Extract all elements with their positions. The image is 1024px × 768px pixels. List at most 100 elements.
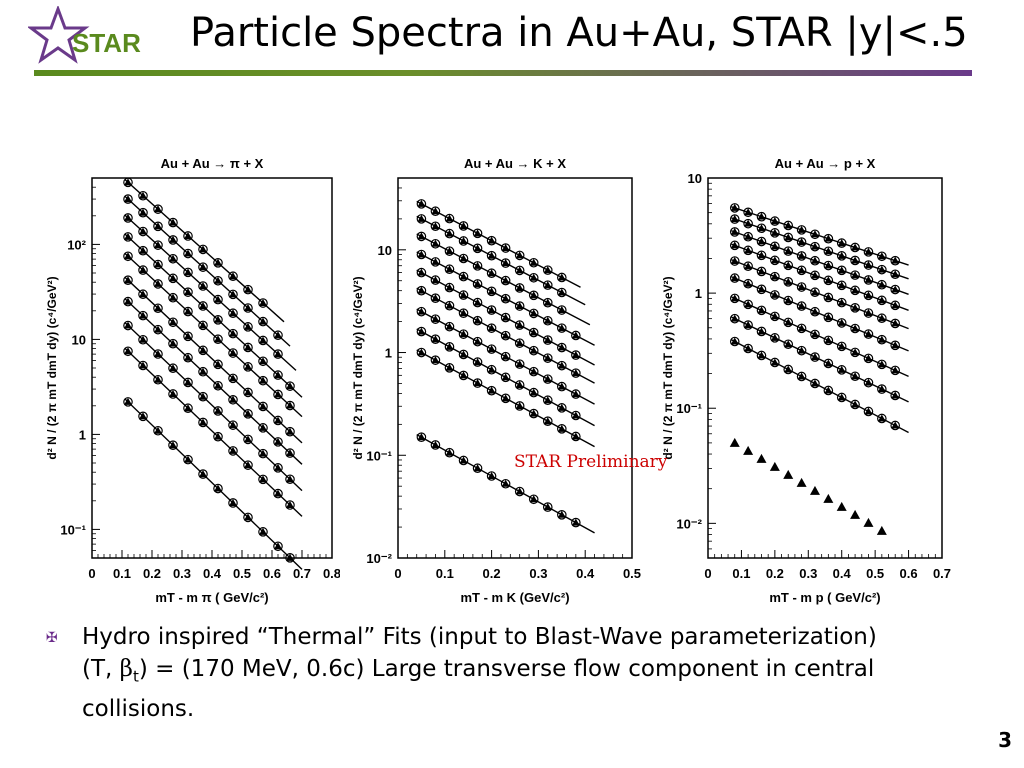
data-point-circle [243, 362, 253, 372]
x-tick-label: 0.2 [143, 566, 161, 581]
data-point-circle [472, 261, 483, 271]
data-point-triangle [837, 266, 846, 274]
data-point-circle [863, 406, 874, 417]
data-point-triangle [557, 403, 566, 411]
data-point-circle [810, 378, 820, 389]
data-point-circle [138, 265, 148, 275]
data-point-circle [258, 335, 268, 346]
data-point-circle [729, 256, 740, 266]
data-point-circle [796, 282, 807, 292]
data-point-triangle [501, 394, 510, 402]
data-point-triangle [244, 388, 252, 396]
data-point-triangle [487, 306, 496, 314]
data-point-triangle [229, 498, 237, 506]
data-point-triangle [169, 318, 177, 326]
data-point-circle [183, 306, 193, 317]
data-point-triangle [515, 302, 524, 310]
data-point-circle [783, 220, 794, 231]
data-point-circle [416, 231, 427, 242]
data-point-circle [542, 280, 553, 290]
data-point-circle [138, 334, 148, 345]
data-point-triangle [729, 437, 740, 447]
data-point-circle [430, 257, 441, 267]
data-point-circle [138, 226, 148, 237]
data-point-circle [444, 300, 455, 311]
data-point-triangle [864, 354, 873, 362]
data-point-triangle [757, 251, 766, 259]
data-point-circle [542, 297, 553, 308]
data-point-triangle [139, 361, 147, 369]
data-point-triangle [154, 349, 162, 357]
data-point-circle [756, 350, 767, 361]
data-point-circle [198, 469, 208, 479]
data-point-circle [416, 199, 427, 209]
data-point-triangle [244, 322, 252, 330]
data-point-circle [836, 297, 847, 308]
data-point-circle [557, 403, 567, 413]
data-point-circle [213, 483, 223, 494]
data-point-circle [153, 204, 163, 214]
data-point-triangle [877, 385, 886, 393]
data-point-circle [273, 389, 283, 400]
data-point-triangle [473, 261, 482, 269]
data-point-triangle [214, 276, 222, 284]
data-point-circle [836, 265, 847, 276]
data-point-triangle [459, 236, 468, 244]
data-point-circle [783, 295, 794, 306]
data-point-circle [228, 308, 238, 319]
data-point-triangle [154, 241, 162, 249]
data-point-circle [729, 227, 740, 237]
data-point-triangle [864, 378, 873, 386]
data-point-triangle [184, 307, 192, 315]
data-point-triangle [770, 217, 779, 225]
data-point-triangle [529, 291, 538, 299]
data-point-circle [796, 225, 807, 235]
data-point-triangle [501, 294, 510, 302]
data-point-triangle [501, 331, 510, 339]
data-point-triangle [851, 286, 860, 294]
data-point-triangle [529, 388, 538, 396]
y-tick-label: 1 [385, 346, 392, 361]
data-point-triangle [824, 313, 833, 321]
data-point-triangle [543, 396, 552, 404]
data-point-triangle [473, 244, 482, 252]
data-point-circle [823, 275, 834, 286]
data-point-triangle [770, 272, 779, 280]
data-point-circle [823, 292, 834, 303]
data-point-triangle [169, 218, 177, 226]
data-point-circle [500, 478, 511, 489]
data-point-triangle [744, 300, 753, 308]
beta-symbol: β [119, 656, 133, 682]
x-tick-label: 0.6 [263, 566, 281, 581]
data-point-triangle [199, 321, 207, 329]
data-point-circle [243, 303, 253, 313]
data-point-circle [743, 245, 753, 256]
data-point-triangle [124, 195, 132, 203]
data-point-circle [213, 334, 223, 344]
data-point-triangle [473, 337, 482, 345]
data-point-circle [890, 390, 900, 401]
data-point-triangle [864, 247, 873, 255]
data-point-circle [796, 237, 807, 247]
data-point-triangle [876, 525, 887, 535]
data-point-triangle [184, 231, 192, 239]
data-point-circle [458, 329, 469, 339]
x-tick-label: 0 [704, 566, 711, 581]
data-point-circle [542, 395, 553, 406]
data-point-circle [743, 299, 753, 310]
data-point-circle [168, 292, 178, 303]
data-point-triangle [744, 344, 753, 352]
data-point-circle [243, 387, 253, 398]
data-point-triangle [770, 228, 779, 236]
data-point-triangle [515, 360, 524, 368]
data-point-triangle [459, 309, 468, 317]
data-point-triangle [229, 446, 237, 454]
data-point-circle [486, 323, 497, 333]
plot-frame [397, 177, 633, 559]
data-point-triangle [571, 432, 580, 440]
x-tick-label: 0.1 [732, 566, 750, 581]
data-point-triangle [214, 295, 222, 303]
data-point-circle [430, 293, 441, 303]
data-point-circle [138, 360, 148, 371]
data-point-triangle [259, 376, 267, 384]
